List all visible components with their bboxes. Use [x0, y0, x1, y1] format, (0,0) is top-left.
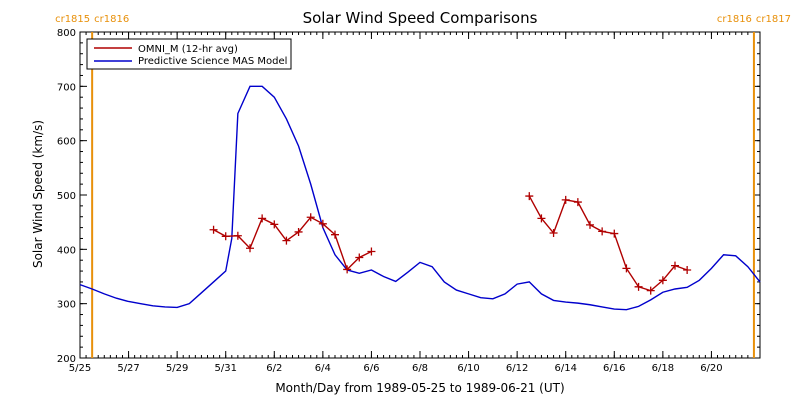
- legend: OMNI_M (12-hr avg) Predictive Science MA…: [86, 38, 292, 70]
- omni-data-point: [270, 220, 279, 229]
- mas-model-line: [79, 85, 761, 311]
- carrington-label-left: cr1815: [55, 14, 90, 25]
- x-tick-label: 6/20: [700, 363, 722, 374]
- x-tick-label: 6/18: [652, 363, 674, 374]
- omni-data-point: [331, 230, 339, 239]
- omni-data-point: [586, 220, 594, 229]
- legend-label-mas: Predictive Science MAS Model: [138, 56, 287, 67]
- chart-title: Solar Wind Speed Comparisons: [303, 9, 538, 27]
- x-tick-label: 6/2: [266, 363, 282, 374]
- omni-data-point: [646, 286, 655, 295]
- y-tick-label: 600: [57, 137, 76, 148]
- carrington-label-right: cr1816: [94, 14, 129, 25]
- omni-data-point: [537, 214, 546, 223]
- x-tick-label: 6/14: [554, 363, 576, 374]
- plot-frame: [79, 31, 761, 359]
- omni-data-point: [549, 229, 558, 238]
- omni-data-point: [209, 225, 218, 234]
- x-tick-label: 5/25: [69, 363, 91, 374]
- y-axis-label: Solar Wind Speed (km/s): [31, 120, 45, 268]
- omni-data-point: [658, 276, 667, 285]
- omni-data-point: [294, 227, 303, 236]
- omni-data-point: [355, 253, 364, 262]
- omni-data-point: [282, 236, 291, 245]
- omni-data-point: [525, 192, 534, 201]
- y-tick-label: 200: [57, 354, 76, 365]
- axis-ticks: 5/25 5/27 5/29 5/31 6/2 6/4 6/6 6/8 6/10 6/12 6/14…: [57, 28, 761, 374]
- x-axis-label: Month/Day from 1989-05-25 to 1989-06-21 …: [275, 381, 564, 395]
- y-tick-label: 800: [57, 28, 76, 39]
- x-tick-label: 5/31: [214, 363, 236, 374]
- omni-data-point: [622, 264, 631, 273]
- x-tick-label: 6/12: [506, 363, 528, 374]
- omni-data-point: [246, 244, 254, 253]
- x-tick-label: 6/16: [603, 363, 625, 374]
- omni-data-point: [258, 214, 267, 223]
- legend-box: [86, 38, 292, 70]
- carrington-label-right: cr1817: [756, 14, 791, 25]
- omni-data-point: [561, 195, 570, 204]
- omni-data-point: [221, 232, 230, 241]
- omni-data-point: [598, 227, 607, 236]
- carrington-label-left: cr1816: [717, 14, 752, 25]
- y-tick-label: 300: [57, 300, 76, 311]
- omni-data-point: [683, 265, 692, 274]
- omni-data-point: [610, 229, 619, 238]
- x-tick-label: 5/29: [166, 363, 188, 374]
- carrington-markers: cr1815 cr1816 cr1816 cr1817: [55, 14, 791, 358]
- omni-line-segment: [213, 216, 372, 271]
- omni-data-point: [343, 265, 352, 274]
- x-tick-label: 6/6: [363, 363, 379, 374]
- x-tick-label: 6/8: [412, 363, 428, 374]
- omni-data-point: [306, 213, 315, 222]
- data-series: [79, 85, 761, 311]
- x-tick-label: 6/4: [315, 363, 331, 374]
- omni-data-point: [634, 282, 643, 291]
- omni-data-point: [671, 261, 679, 270]
- omni-data-point: [233, 231, 242, 240]
- omni-data-point: [318, 219, 327, 228]
- y-tick-label: 500: [57, 191, 76, 202]
- omni-data-point: [367, 247, 376, 256]
- legend-label-omni: OMNI_M (12-hr avg): [138, 44, 238, 55]
- y-tick-label: 700: [57, 82, 76, 93]
- x-tick-label: 5/27: [117, 363, 139, 374]
- x-tick-label: 6/10: [457, 363, 479, 374]
- omni-data-point: [573, 198, 582, 207]
- omni-line-segment: [528, 195, 688, 292]
- y-tick-label: 400: [57, 245, 76, 256]
